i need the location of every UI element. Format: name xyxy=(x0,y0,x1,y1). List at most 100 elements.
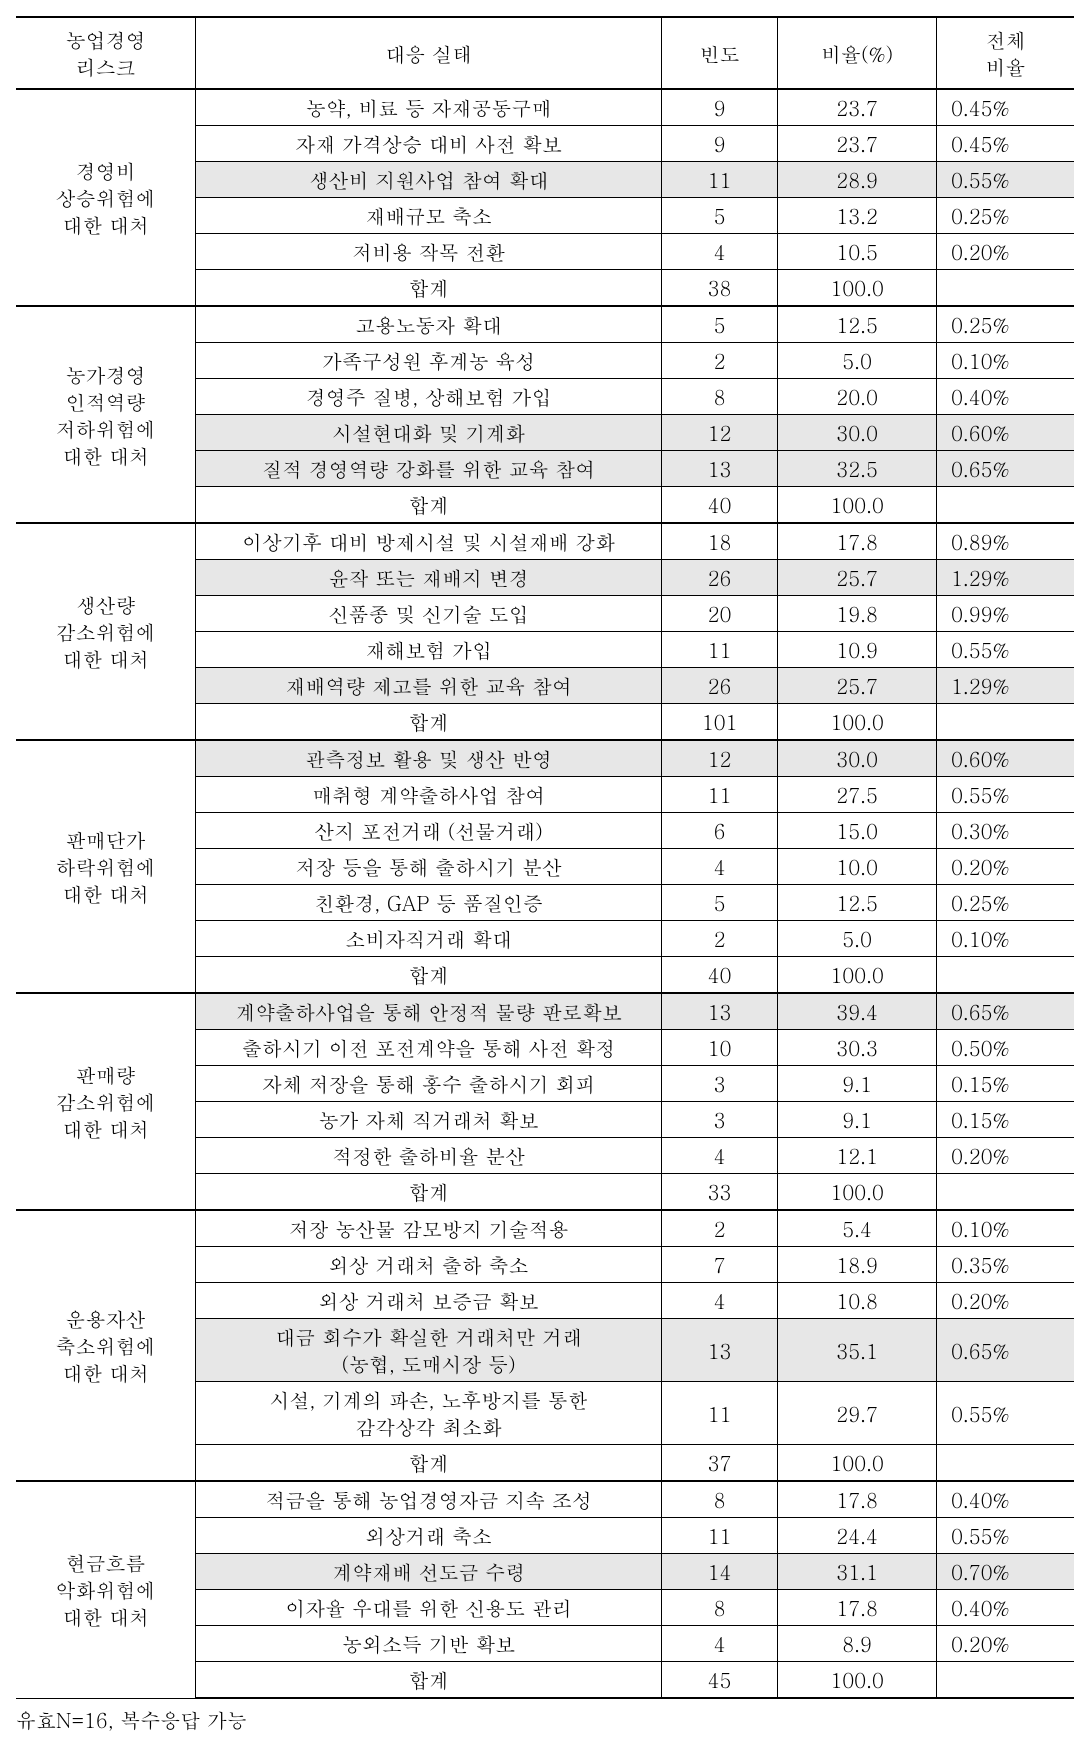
freq-cell: 26 xyxy=(661,668,777,704)
desc-cell: 대금 회수가 확실한 거래처만 거래 (농협, 도매시장 등) xyxy=(196,1319,662,1382)
desc-cell: 외상 거래처 보증금 확보 xyxy=(196,1283,662,1319)
ratio-cell: 5.4 xyxy=(778,1210,937,1247)
desc-cell: 생산비 지원사업 참여 확대 xyxy=(196,162,662,198)
ratio-cell: 19.8 xyxy=(778,596,937,632)
ratio-cell: 15.0 xyxy=(778,813,937,849)
desc-cell: 시설현대화 및 기계화 xyxy=(196,415,662,451)
freq-cell: 5 xyxy=(661,198,777,234)
freq-cell: 5 xyxy=(661,306,777,343)
freq-cell: 38 xyxy=(661,270,777,307)
total-cell: 0.35% xyxy=(936,1247,1074,1283)
ratio-cell: 100.0 xyxy=(778,957,937,994)
total-cell: 0.55% xyxy=(936,777,1074,813)
desc-cell: 농가 자체 직거래처 확보 xyxy=(196,1102,662,1138)
desc-cell: 소비자직거래 확대 xyxy=(196,921,662,957)
desc-cell: 매취형 계약출하사업 참여 xyxy=(196,777,662,813)
desc-cell: 계약출하사업을 통해 안정적 물량 판로확보 xyxy=(196,993,662,1030)
desc-cell: 이자율 우대를 위한 신용도 관리 xyxy=(196,1590,662,1626)
table-row: 판매단가 하락위험에 대한 대처관측정보 활용 및 생산 반영1230.00.6… xyxy=(16,740,1074,777)
table-row: 현금흐름 악화위험에 대한 대처적금을 통해 농업경영자금 지속 조성817.8… xyxy=(16,1481,1074,1518)
category-cell: 운용자산 축소위험에 대한 대처 xyxy=(16,1210,196,1481)
table-row: 생산량 감소위험에 대한 대처이상기후 대비 방제시설 및 시설재배 강화181… xyxy=(16,523,1074,560)
freq-cell: 13 xyxy=(661,1319,777,1382)
ratio-cell: 35.1 xyxy=(778,1319,937,1382)
ratio-cell: 31.1 xyxy=(778,1554,937,1590)
category-cell: 농가경영 인적역량 저하위험에 대한 대처 xyxy=(16,306,196,523)
ratio-cell: 32.5 xyxy=(778,451,937,487)
freq-cell: 8 xyxy=(661,379,777,415)
ratio-cell: 28.9 xyxy=(778,162,937,198)
total-cell xyxy=(936,957,1074,994)
freq-cell: 2 xyxy=(661,1210,777,1247)
total-cell: 0.40% xyxy=(936,379,1074,415)
desc-cell: 질적 경영역량 강화를 위한 교육 참여 xyxy=(196,451,662,487)
table-row: 운용자산 축소위험에 대한 대처저장 농산물 감모방지 기술적용25.40.10… xyxy=(16,1210,1074,1247)
total-cell: 0.25% xyxy=(936,198,1074,234)
freq-cell: 9 xyxy=(661,126,777,162)
risk-response-table: 농업경영 리스크 대응 실태 빈도 비율(%) 전체 비율 경영비 상승위험에 … xyxy=(16,16,1074,1699)
desc-cell: 자재 가격상승 대비 사전 확보 xyxy=(196,126,662,162)
ratio-cell: 17.8 xyxy=(778,1481,937,1518)
ratio-cell: 10.0 xyxy=(778,849,937,885)
freq-cell: 37 xyxy=(661,1445,777,1482)
ratio-cell: 9.1 xyxy=(778,1102,937,1138)
total-cell: 0.20% xyxy=(936,849,1074,885)
freq-cell: 4 xyxy=(661,1138,777,1174)
total-cell: 0.10% xyxy=(936,343,1074,379)
total-cell: 0.60% xyxy=(936,740,1074,777)
total-cell xyxy=(936,270,1074,307)
desc-cell: 출하시기 이전 포전계약을 통해 사전 확정 xyxy=(196,1030,662,1066)
ratio-cell: 100.0 xyxy=(778,1662,937,1699)
ratio-cell: 29.7 xyxy=(778,1382,937,1445)
freq-cell: 10 xyxy=(661,1030,777,1066)
desc-cell: 자체 저장을 통해 홍수 출하시기 회피 xyxy=(196,1066,662,1102)
ratio-cell: 17.8 xyxy=(778,523,937,560)
desc-cell: 합계 xyxy=(196,270,662,307)
freq-cell: 5 xyxy=(661,885,777,921)
freq-cell: 3 xyxy=(661,1066,777,1102)
desc-cell: 관측정보 활용 및 생산 반영 xyxy=(196,740,662,777)
ratio-cell: 8.9 xyxy=(778,1626,937,1662)
total-cell: 1.29% xyxy=(936,560,1074,596)
freq-cell: 6 xyxy=(661,813,777,849)
ratio-cell: 100.0 xyxy=(778,1445,937,1482)
freq-cell: 8 xyxy=(661,1590,777,1626)
freq-cell: 14 xyxy=(661,1554,777,1590)
desc-cell: 시설, 기계의 파손, 노후방지를 통한 감각상각 최소화 xyxy=(196,1382,662,1445)
freq-cell: 11 xyxy=(661,777,777,813)
freq-cell: 9 xyxy=(661,89,777,126)
desc-cell: 재해보험 가입 xyxy=(196,632,662,668)
freq-cell: 2 xyxy=(661,343,777,379)
total-cell: 0.15% xyxy=(936,1066,1074,1102)
ratio-cell: 39.4 xyxy=(778,993,937,1030)
desc-cell: 고용노동자 확대 xyxy=(196,306,662,343)
category-cell: 현금흐름 악화위험에 대한 대처 xyxy=(16,1481,196,1698)
total-cell xyxy=(936,704,1074,741)
total-cell: 0.20% xyxy=(936,1138,1074,1174)
ratio-cell: 5.0 xyxy=(778,921,937,957)
desc-cell: 산지 포전거래 (선물거래) xyxy=(196,813,662,849)
table-body: 경영비 상승위험에 대한 대처농약, 비료 등 자재공동구매923.70.45%… xyxy=(16,89,1074,1698)
total-cell: 0.10% xyxy=(936,1210,1074,1247)
freq-cell: 18 xyxy=(661,523,777,560)
ratio-cell: 100.0 xyxy=(778,270,937,307)
ratio-cell: 5.0 xyxy=(778,343,937,379)
category-cell: 판매단가 하락위험에 대한 대처 xyxy=(16,740,196,993)
total-cell: 0.99% xyxy=(936,596,1074,632)
freq-cell: 7 xyxy=(661,1247,777,1283)
ratio-cell: 30.3 xyxy=(778,1030,937,1066)
desc-cell: 합계 xyxy=(196,487,662,524)
total-cell: 0.55% xyxy=(936,1382,1074,1445)
total-cell: 0.70% xyxy=(936,1554,1074,1590)
ratio-cell: 23.7 xyxy=(778,89,937,126)
desc-cell: 재배규모 축소 xyxy=(196,198,662,234)
desc-cell: 친환경, GAP 등 품질인증 xyxy=(196,885,662,921)
total-cell: 0.20% xyxy=(936,1626,1074,1662)
ratio-cell: 23.7 xyxy=(778,126,937,162)
freq-cell: 11 xyxy=(661,1518,777,1554)
ratio-cell: 12.1 xyxy=(778,1138,937,1174)
freq-cell: 101 xyxy=(661,704,777,741)
header-row: 농업경영 리스크 대응 실태 빈도 비율(%) 전체 비율 xyxy=(16,17,1074,89)
total-cell xyxy=(936,1445,1074,1482)
desc-cell: 신품종 및 신기술 도입 xyxy=(196,596,662,632)
